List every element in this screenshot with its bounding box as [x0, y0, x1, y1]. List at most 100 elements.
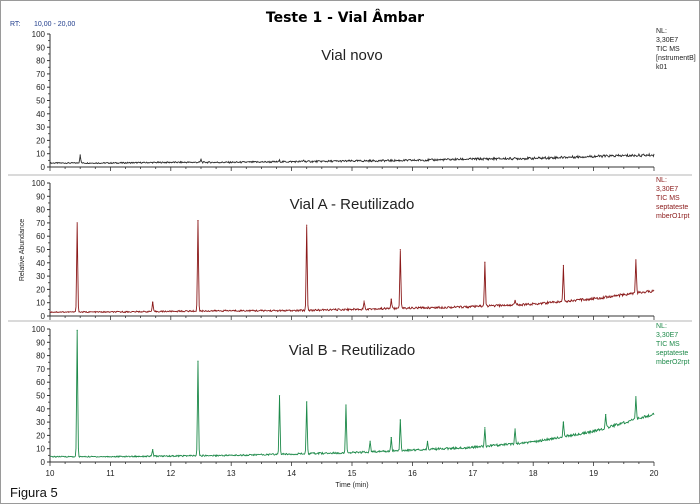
y-tick-label: 50 [36, 392, 45, 401]
y-tick-label: 100 [32, 179, 46, 188]
y-tick-label: 0 [41, 458, 46, 467]
x-tick-label: 15 [348, 469, 357, 478]
y-tick-label: 10 [36, 150, 45, 159]
nl-info-line: [nstrumentB] [656, 55, 696, 62]
figure-title: Teste 1 - Vial Âmbar [266, 9, 424, 26]
peak-point [306, 224, 308, 226]
peak-point [426, 440, 429, 442]
peak-point [306, 401, 308, 403]
y-tick-label: 40 [36, 110, 45, 119]
x-tick-label: 18 [529, 469, 538, 478]
chromatogram-trace [49, 330, 655, 459]
y-tick-label: 90 [36, 338, 45, 347]
y-tick-label: 80 [36, 57, 45, 66]
figure-label: Figura 5 [10, 485, 58, 500]
peak-point [278, 159, 281, 162]
peak-point [399, 419, 401, 421]
y-tick-label: 0 [41, 163, 46, 172]
x-tick-label: 19 [589, 469, 598, 478]
peak-point [390, 437, 392, 439]
y-tick-label: 100 [32, 30, 46, 39]
peak-point [152, 448, 154, 451]
nl-info-line: TIC MS [656, 341, 680, 348]
nl-info-line: mberO2rpt [656, 359, 690, 366]
peak-point [484, 427, 486, 429]
y-tick-label: 60 [36, 83, 45, 92]
x-axis-label: Time (min) [335, 482, 368, 489]
y-tick-label: 60 [36, 232, 45, 241]
rt-label: RT: [10, 21, 20, 28]
y-tick-label: 90 [36, 192, 45, 201]
nl-info-line: septateste [656, 350, 688, 357]
peak-point [514, 300, 516, 302]
x-tick-label: 17 [468, 469, 477, 478]
peak-point [635, 396, 637, 398]
peak-point [200, 159, 202, 161]
x-tick-label: 20 [650, 469, 659, 478]
y-tick-label: 50 [36, 246, 45, 255]
nl-info-line: NL: [656, 323, 667, 330]
y-tick-label: 100 [32, 325, 46, 334]
y-tick-label: 10 [36, 299, 45, 308]
y-tick-label: 0 [41, 312, 46, 321]
y-tick-label: 20 [36, 431, 45, 440]
peak-point [197, 360, 199, 362]
y-tick-label: 90 [36, 43, 45, 52]
y-tick-label: 30 [36, 418, 45, 427]
nl-info-line: 3,30E7 [656, 332, 678, 339]
chromatogram-trace [49, 220, 655, 314]
y-axis-label: Relative Abundance [19, 219, 26, 281]
x-tick-label: 10 [46, 469, 55, 478]
nl-info-line: TIC MS [656, 46, 680, 53]
y-tick-label: 30 [36, 123, 45, 132]
nl-info-line: NL: [656, 177, 667, 184]
peak-point [514, 428, 516, 430]
chromatogram-panel: 0 10 20 30 40 50 60 70 80 90 100 Vial A - Reutiliza… [8, 174, 692, 321]
nl-info-line: k01 [656, 64, 667, 71]
chromatogram-panel: 0 10 20 30 40 50 60 70 80 90 100 Vial novo NL: 3,30E7… [32, 28, 696, 172]
peak-point [152, 301, 154, 303]
peak-point [635, 259, 637, 261]
nl-info-line: NL: [656, 28, 667, 35]
y-tick-label: 70 [36, 219, 45, 228]
rt-range: 10,00 - 20,00 [34, 21, 75, 28]
y-tick-label: 70 [36, 70, 45, 79]
x-tick-label: 11 [106, 469, 115, 478]
y-tick-label: 10 [36, 445, 45, 454]
nl-info-line: 3,30E7 [656, 37, 678, 44]
peak-point [390, 298, 392, 300]
x-tick-label: 14 [287, 469, 296, 478]
peak-point [303, 159, 305, 161]
peak-point [76, 329, 78, 331]
y-tick-label: 40 [36, 259, 45, 268]
panel-title: Vial A - Reutilizado [290, 196, 415, 213]
nl-info-line: mberO1rpt [656, 213, 690, 220]
y-tick-label: 20 [36, 136, 45, 145]
peak-point [484, 261, 486, 263]
peak-point [399, 249, 401, 251]
y-tick-label: 50 [36, 97, 45, 106]
peak-point [76, 222, 78, 224]
y-tick-label: 20 [36, 285, 45, 294]
y-tick-label: 40 [36, 405, 45, 414]
peak-point [345, 404, 347, 406]
y-tick-label: 60 [36, 378, 45, 387]
x-tick-label: 12 [166, 469, 175, 478]
panel-title: Vial novo [321, 47, 382, 64]
peak-point [197, 220, 199, 222]
nl-info-line: 3,30E7 [656, 186, 678, 193]
peak-point [79, 154, 81, 156]
peak-point [363, 300, 365, 302]
panel-title: Vial B - Reutilizado [289, 342, 415, 359]
peak-point [369, 440, 371, 442]
peak-point [562, 421, 565, 423]
peak-point [605, 414, 607, 416]
nl-info-line: TIC MS [656, 195, 680, 202]
y-tick-label: 80 [36, 206, 45, 215]
y-tick-label: 70 [36, 365, 45, 374]
chromatogram-trace [49, 152, 655, 165]
y-tick-label: 30 [36, 272, 45, 281]
